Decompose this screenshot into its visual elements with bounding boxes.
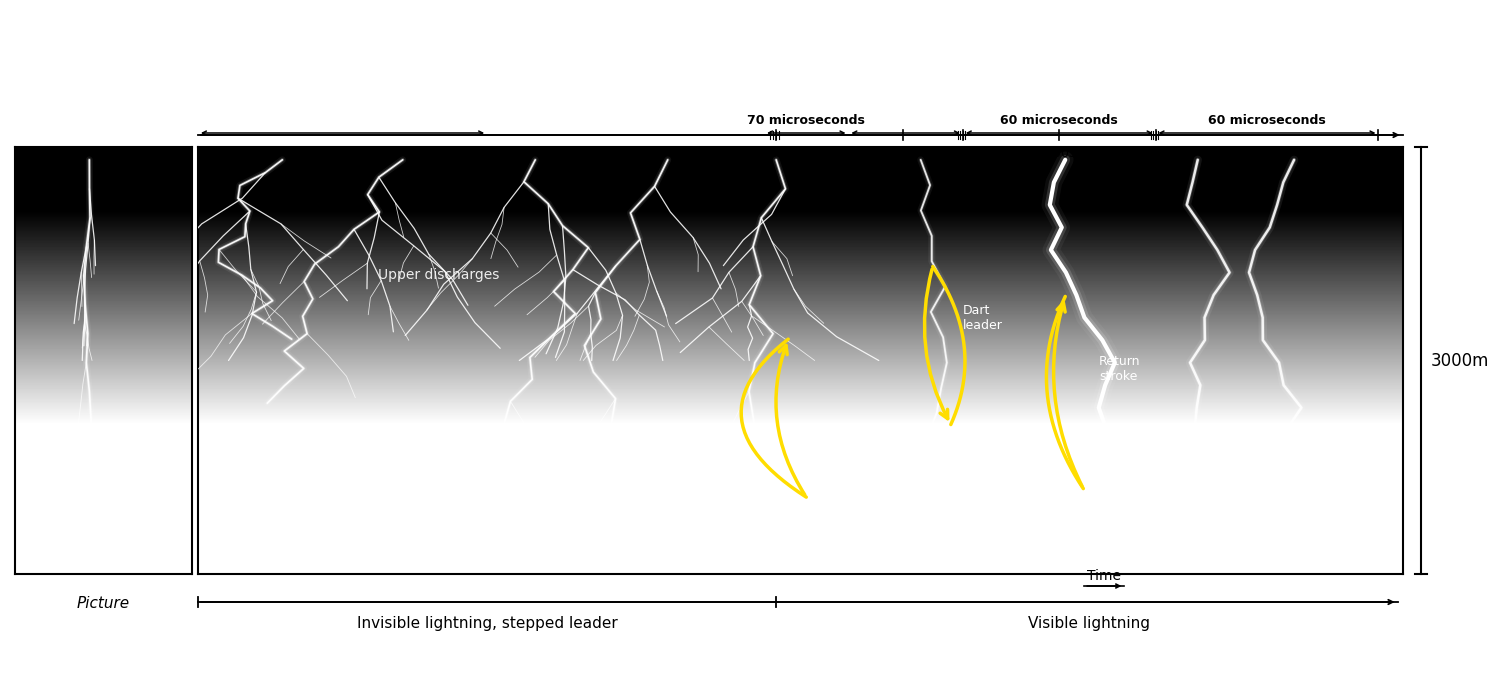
Text: ƒ ƒ: ƒ ƒ — [1032, 150, 1048, 165]
FancyArrowPatch shape — [1053, 303, 1082, 486]
Text: Dart
leader: Dart leader — [963, 304, 1002, 332]
Text: Upper discharges: Upper discharges — [378, 268, 500, 282]
Text: 0.0024: 0.0024 — [884, 147, 927, 160]
Text: 0.04 seconds: 0.04 seconds — [765, 147, 847, 160]
Text: Time: Time — [1088, 569, 1122, 583]
Text: Return
stroke: Return stroke — [1100, 355, 1140, 383]
Text: 60 microseconds: 60 microseconds — [1208, 114, 1326, 127]
Text: 70 microseconds: 70 microseconds — [747, 114, 866, 127]
Text: 0.001: 0.001 — [1250, 147, 1286, 160]
Text: Picture: Picture — [76, 596, 130, 611]
FancyArrowPatch shape — [776, 345, 806, 495]
Text: 60 microseconds: 60 microseconds — [1000, 114, 1118, 127]
Text: 0.02 seconds: 0.02 seconds — [302, 147, 384, 160]
FancyArrowPatch shape — [924, 270, 948, 419]
Text: Visible lightning: Visible lightning — [1029, 616, 1150, 631]
Text: 0.003: 0.003 — [1041, 147, 1077, 160]
Text: ƒ ƒ: ƒ ƒ — [810, 150, 826, 165]
Text: Return
stroke: Return stroke — [843, 432, 884, 460]
Text: Invisible lightning, stepped leader: Invisible lightning, stepped leader — [357, 616, 618, 631]
Text: 3000m: 3000m — [1431, 351, 1490, 370]
